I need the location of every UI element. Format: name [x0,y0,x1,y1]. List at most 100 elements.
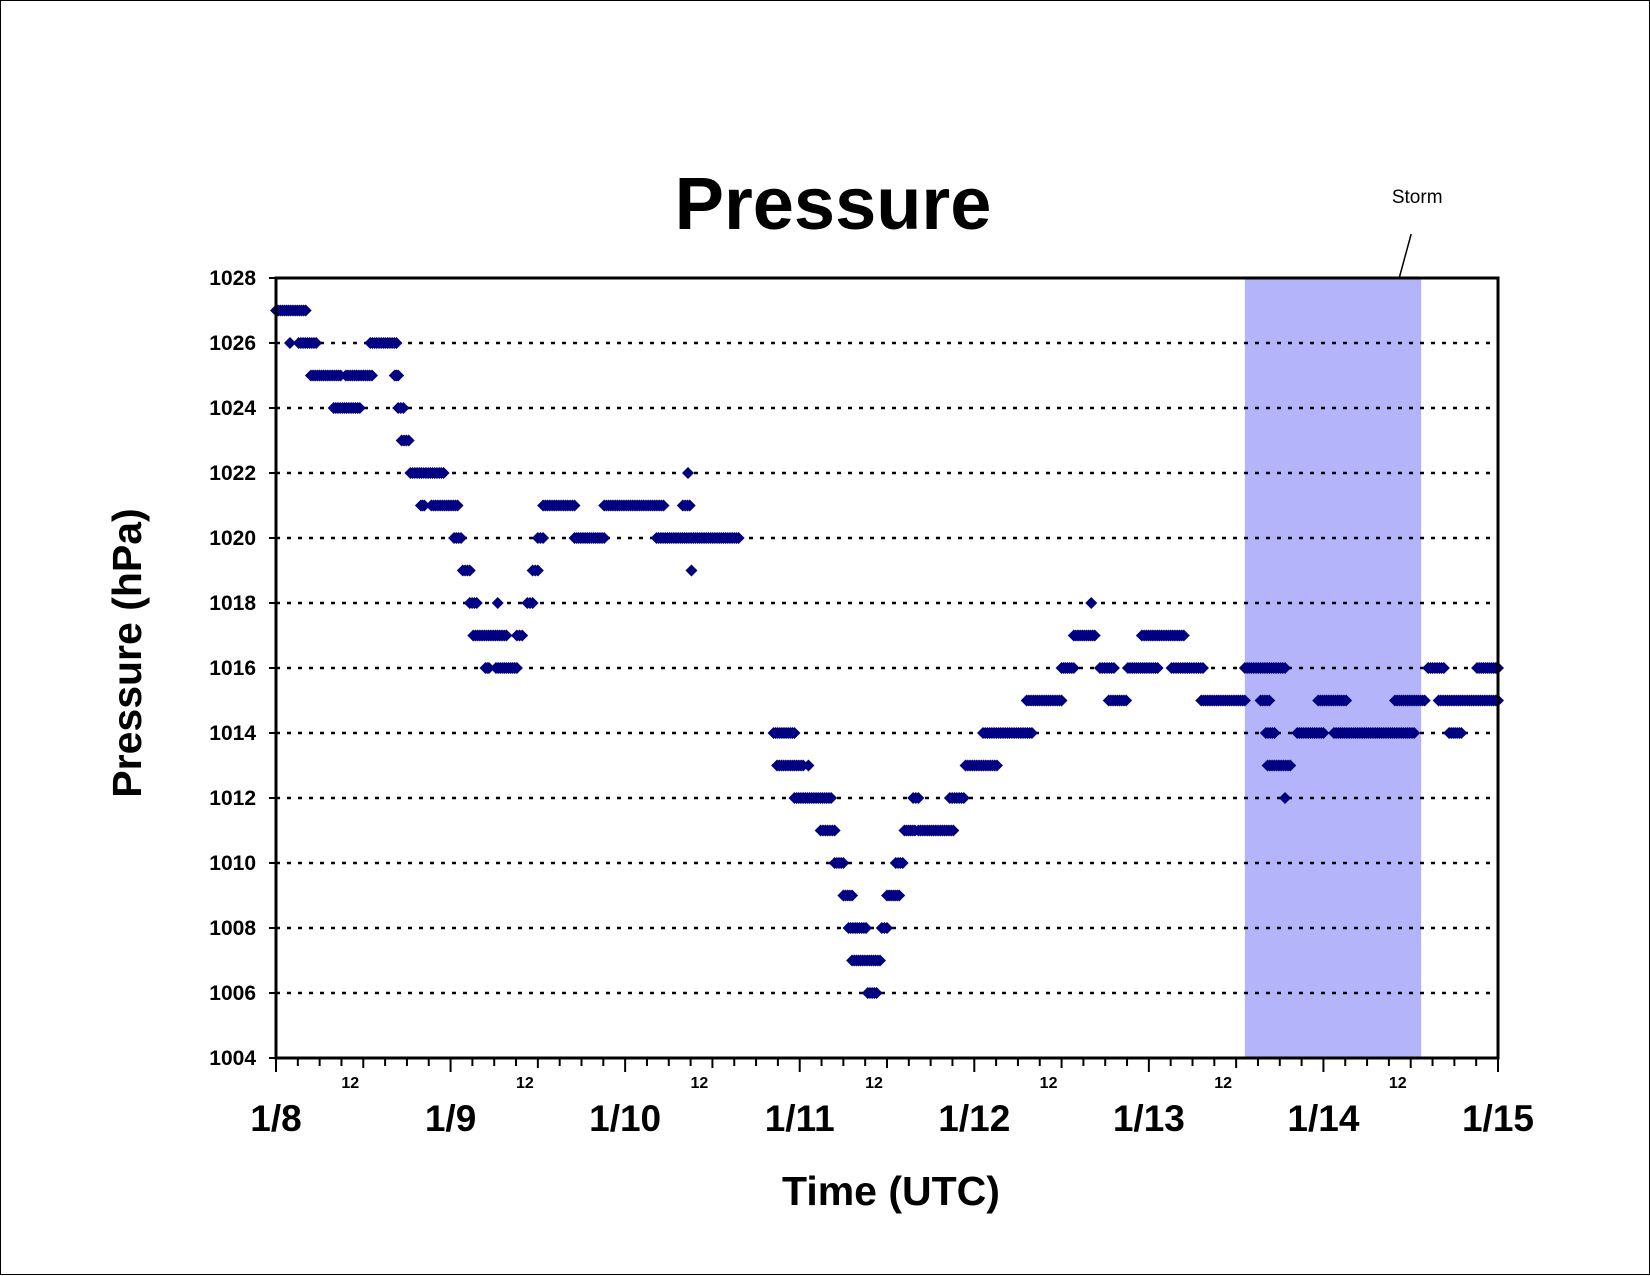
data-point [1340,694,1353,707]
data-point [366,369,379,382]
data-point [683,499,696,512]
data-point [500,629,513,642]
plot-area-border [274,276,1500,1060]
data-point [1408,727,1421,739]
data-point [990,759,1003,772]
x-day-label: 1/8 [250,1098,301,1139]
y-tick-label: 1016 [209,657,256,680]
data-point [1279,792,1292,804]
chart-title: Pressure [675,162,992,245]
data-point [598,532,611,544]
data-point [912,792,925,804]
data-point [825,792,838,804]
data-point [1120,694,1133,707]
data-point [1196,662,1209,674]
data-point [1088,629,1101,642]
x-midday-label: 12 [865,1075,883,1092]
data-point [1268,727,1281,739]
data-point [957,792,970,804]
data-point [1279,662,1292,674]
data-point [802,759,815,772]
data-point [896,857,909,869]
x-day-label: 1/11 [765,1098,835,1139]
data-point [1317,727,1330,739]
data-point [491,597,504,609]
x-midday-label: 12 [516,1075,534,1092]
data-point [516,629,529,642]
data-point [537,532,550,544]
x-axis-label: Time (UTC) [782,1168,1000,1214]
data-point [510,662,523,674]
y-tick-label: 1018 [209,592,256,615]
data-point [310,337,323,349]
data-point [455,532,468,544]
data-point [299,304,312,317]
data-point [418,499,431,512]
x-axis-ticks: 12 12 12 12 12 12 12 1/8 1/9 1/10 1/11 1/12 1/13 1/14… [250,1058,1534,1139]
data-point [685,564,698,577]
x-midday-label: 12 [341,1075,359,1092]
data-point [392,369,405,382]
y-tick-label: 1026 [209,332,256,355]
data-point [893,889,906,902]
data-point [860,922,873,934]
data-point [568,499,581,512]
data-point [402,434,415,447]
x-midday-label: 12 [1389,1075,1407,1092]
x-day-label: 1/15 [1462,1098,1534,1139]
y-tick-label: 1022 [209,462,256,485]
y-tick-label: 1024 [209,397,256,420]
data-point [657,499,670,512]
x-midday-label: 12 [691,1075,709,1092]
y-axis-ticks: 1004 1006 1008 1010 1012 1014 1016 1018 1020 1022… [209,267,276,1070]
y-tick-label: 1028 [209,267,256,290]
data-point [353,402,366,414]
data-point [1418,694,1431,707]
x-day-label: 1/13 [1113,1098,1185,1139]
data-point [397,402,410,414]
y-tick-label: 1012 [209,787,256,810]
data-point [482,662,495,674]
data-point [788,727,801,739]
data-point [1284,759,1297,772]
data-point [874,954,887,967]
storm-label: Storm [1392,187,1443,208]
data-point [1085,597,1098,609]
y-tick-label: 1014 [209,722,256,745]
y-tick-label: 1020 [209,527,256,550]
data-point [526,597,539,609]
x-day-label: 1/10 [589,1098,661,1139]
y-axis-label: Pressure (hPa) [104,508,150,797]
x-midday-label: 12 [1040,1075,1058,1092]
data-points [270,304,1504,999]
data-point [1437,662,1450,674]
data-point [846,889,859,902]
y-tick-label: 1010 [209,852,256,875]
x-midday-label: 12 [1214,1075,1232,1092]
data-point [451,499,464,512]
data-point [1238,694,1251,707]
x-day-label: 1/14 [1287,1098,1359,1139]
x-day-label: 1/9 [425,1098,476,1139]
data-point [390,337,403,349]
data-point [681,467,694,479]
data-point [828,824,841,837]
data-point [870,987,883,999]
data-point [463,564,476,577]
data-point [1055,694,1068,707]
data-point [1455,727,1468,739]
data-point [437,467,450,479]
data-point [470,597,483,609]
data-point [1025,727,1038,739]
data-point [1263,694,1276,707]
data-point [732,532,745,544]
data-point [881,922,893,934]
x-day-label: 1/12 [938,1098,1010,1139]
data-point [837,857,850,869]
data-point [531,564,544,577]
data-point [1177,629,1190,642]
data-point [1067,662,1080,674]
data-point [283,337,296,349]
